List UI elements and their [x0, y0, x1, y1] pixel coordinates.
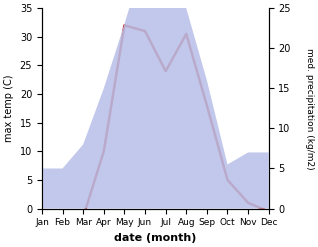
Y-axis label: med. precipitation (kg/m2): med. precipitation (kg/m2) [305, 48, 314, 169]
Y-axis label: max temp (C): max temp (C) [4, 75, 14, 142]
X-axis label: date (month): date (month) [114, 233, 197, 243]
